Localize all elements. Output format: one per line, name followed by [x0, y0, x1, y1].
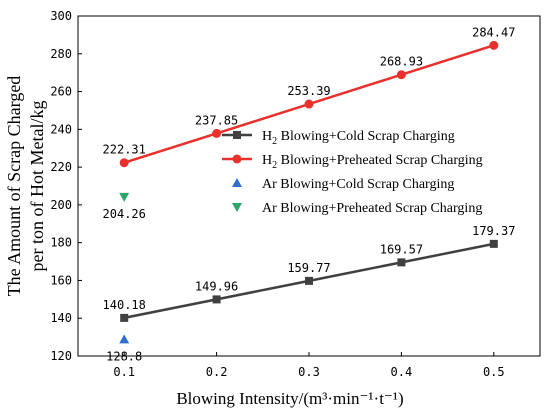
data-label: 237.85: [195, 113, 238, 127]
data-label: 204.26: [103, 207, 146, 221]
data-point: [305, 276, 313, 285]
legend-label: Ar Blowing+Preheated Scrap Charging: [262, 201, 482, 216]
data-label: 179.37: [472, 224, 515, 238]
x-tick-label: 0.4: [391, 365, 413, 379]
data-label: 253.39: [287, 84, 330, 98]
x-tick-label: 0.2: [206, 365, 228, 379]
data-point: [232, 203, 242, 212]
data-label: 159.77: [287, 261, 330, 275]
data-label: 128.8: [106, 349, 142, 363]
legend-item: Ar Blowing+Cold Scrap Charging: [232, 177, 454, 192]
data-point: [489, 40, 499, 50]
x-tick-label: 0.1: [113, 365, 135, 379]
legend: H2 Blowing+Cold Scrap Charging H2 Blowing…: [222, 129, 483, 216]
legend-item: H2 Blowing+Cold Scrap Charging: [222, 129, 455, 147]
data-label: 169.57: [380, 242, 423, 256]
data-point: [212, 128, 222, 138]
data-point: [212, 295, 221, 304]
data-point: [397, 258, 406, 267]
data-point: [119, 192, 130, 202]
data-labels: 140.18 149.96 159.77 169.57 179.37 222.31 237.…: [103, 25, 516, 363]
data-label: 222.31: [103, 143, 146, 157]
series-layer: [119, 40, 499, 344]
data-point: [304, 99, 314, 109]
legend-label: Ar Blowing+Cold Scrap Charging: [262, 177, 454, 192]
data-label: 149.96: [195, 279, 238, 293]
data-label: 268.93: [380, 55, 423, 69]
data-label: 140.18: [103, 298, 146, 312]
data-point: [119, 158, 129, 168]
legend-label: H2 Blowing+Preheated Scrap Charging: [262, 153, 483, 171]
y-tick-label: 200: [50, 198, 72, 212]
series-0: [120, 239, 498, 322]
y-tick-label: 240: [50, 122, 72, 136]
series-3: [119, 192, 130, 202]
data-point: [489, 239, 498, 248]
data-label: 284.47: [472, 25, 515, 39]
legend-label: H2 Blowing+Cold Scrap Charging: [262, 129, 455, 147]
series-2: [119, 334, 130, 344]
data-point: [232, 154, 242, 164]
y-tick-label: 280: [50, 47, 72, 61]
y-tick-label: 300: [50, 9, 72, 23]
legend-item: H2 Blowing+Preheated Scrap Charging: [222, 153, 483, 171]
data-point: [233, 131, 241, 139]
y-tick-label: 180: [50, 236, 72, 250]
y-axis-label: The Amount of Scrap Charged per ton of Ho…: [4, 76, 47, 297]
y-axis-label-line: The Amount of Scrap Charged: [4, 76, 24, 297]
x-tick-label: 0.3: [298, 365, 320, 379]
data-point: [119, 334, 130, 344]
y-tick-label: 120: [50, 349, 72, 363]
y-tick-label: 260: [50, 85, 72, 99]
axes: 120 140 160 180 200 220 240 260 280 300 0.1 0.2 0.3 0…: [50, 9, 541, 379]
y-axis-label-line: per ton of Hot Metal/kg: [27, 101, 47, 272]
y-tick-label: 220: [50, 160, 72, 174]
data-point: [396, 70, 406, 80]
legend-item: Ar Blowing+Preheated Scrap Charging: [232, 201, 482, 216]
x-tick-label: 0.5: [483, 365, 505, 379]
x-axis-label: Blowing Intensity/(m³·min⁻¹·t⁻¹): [176, 389, 403, 408]
data-point: [120, 313, 129, 322]
data-point: [232, 178, 242, 187]
series-1: [119, 40, 499, 168]
y-tick-label: 140: [50, 311, 72, 325]
y-tick-label: 160: [50, 273, 72, 287]
